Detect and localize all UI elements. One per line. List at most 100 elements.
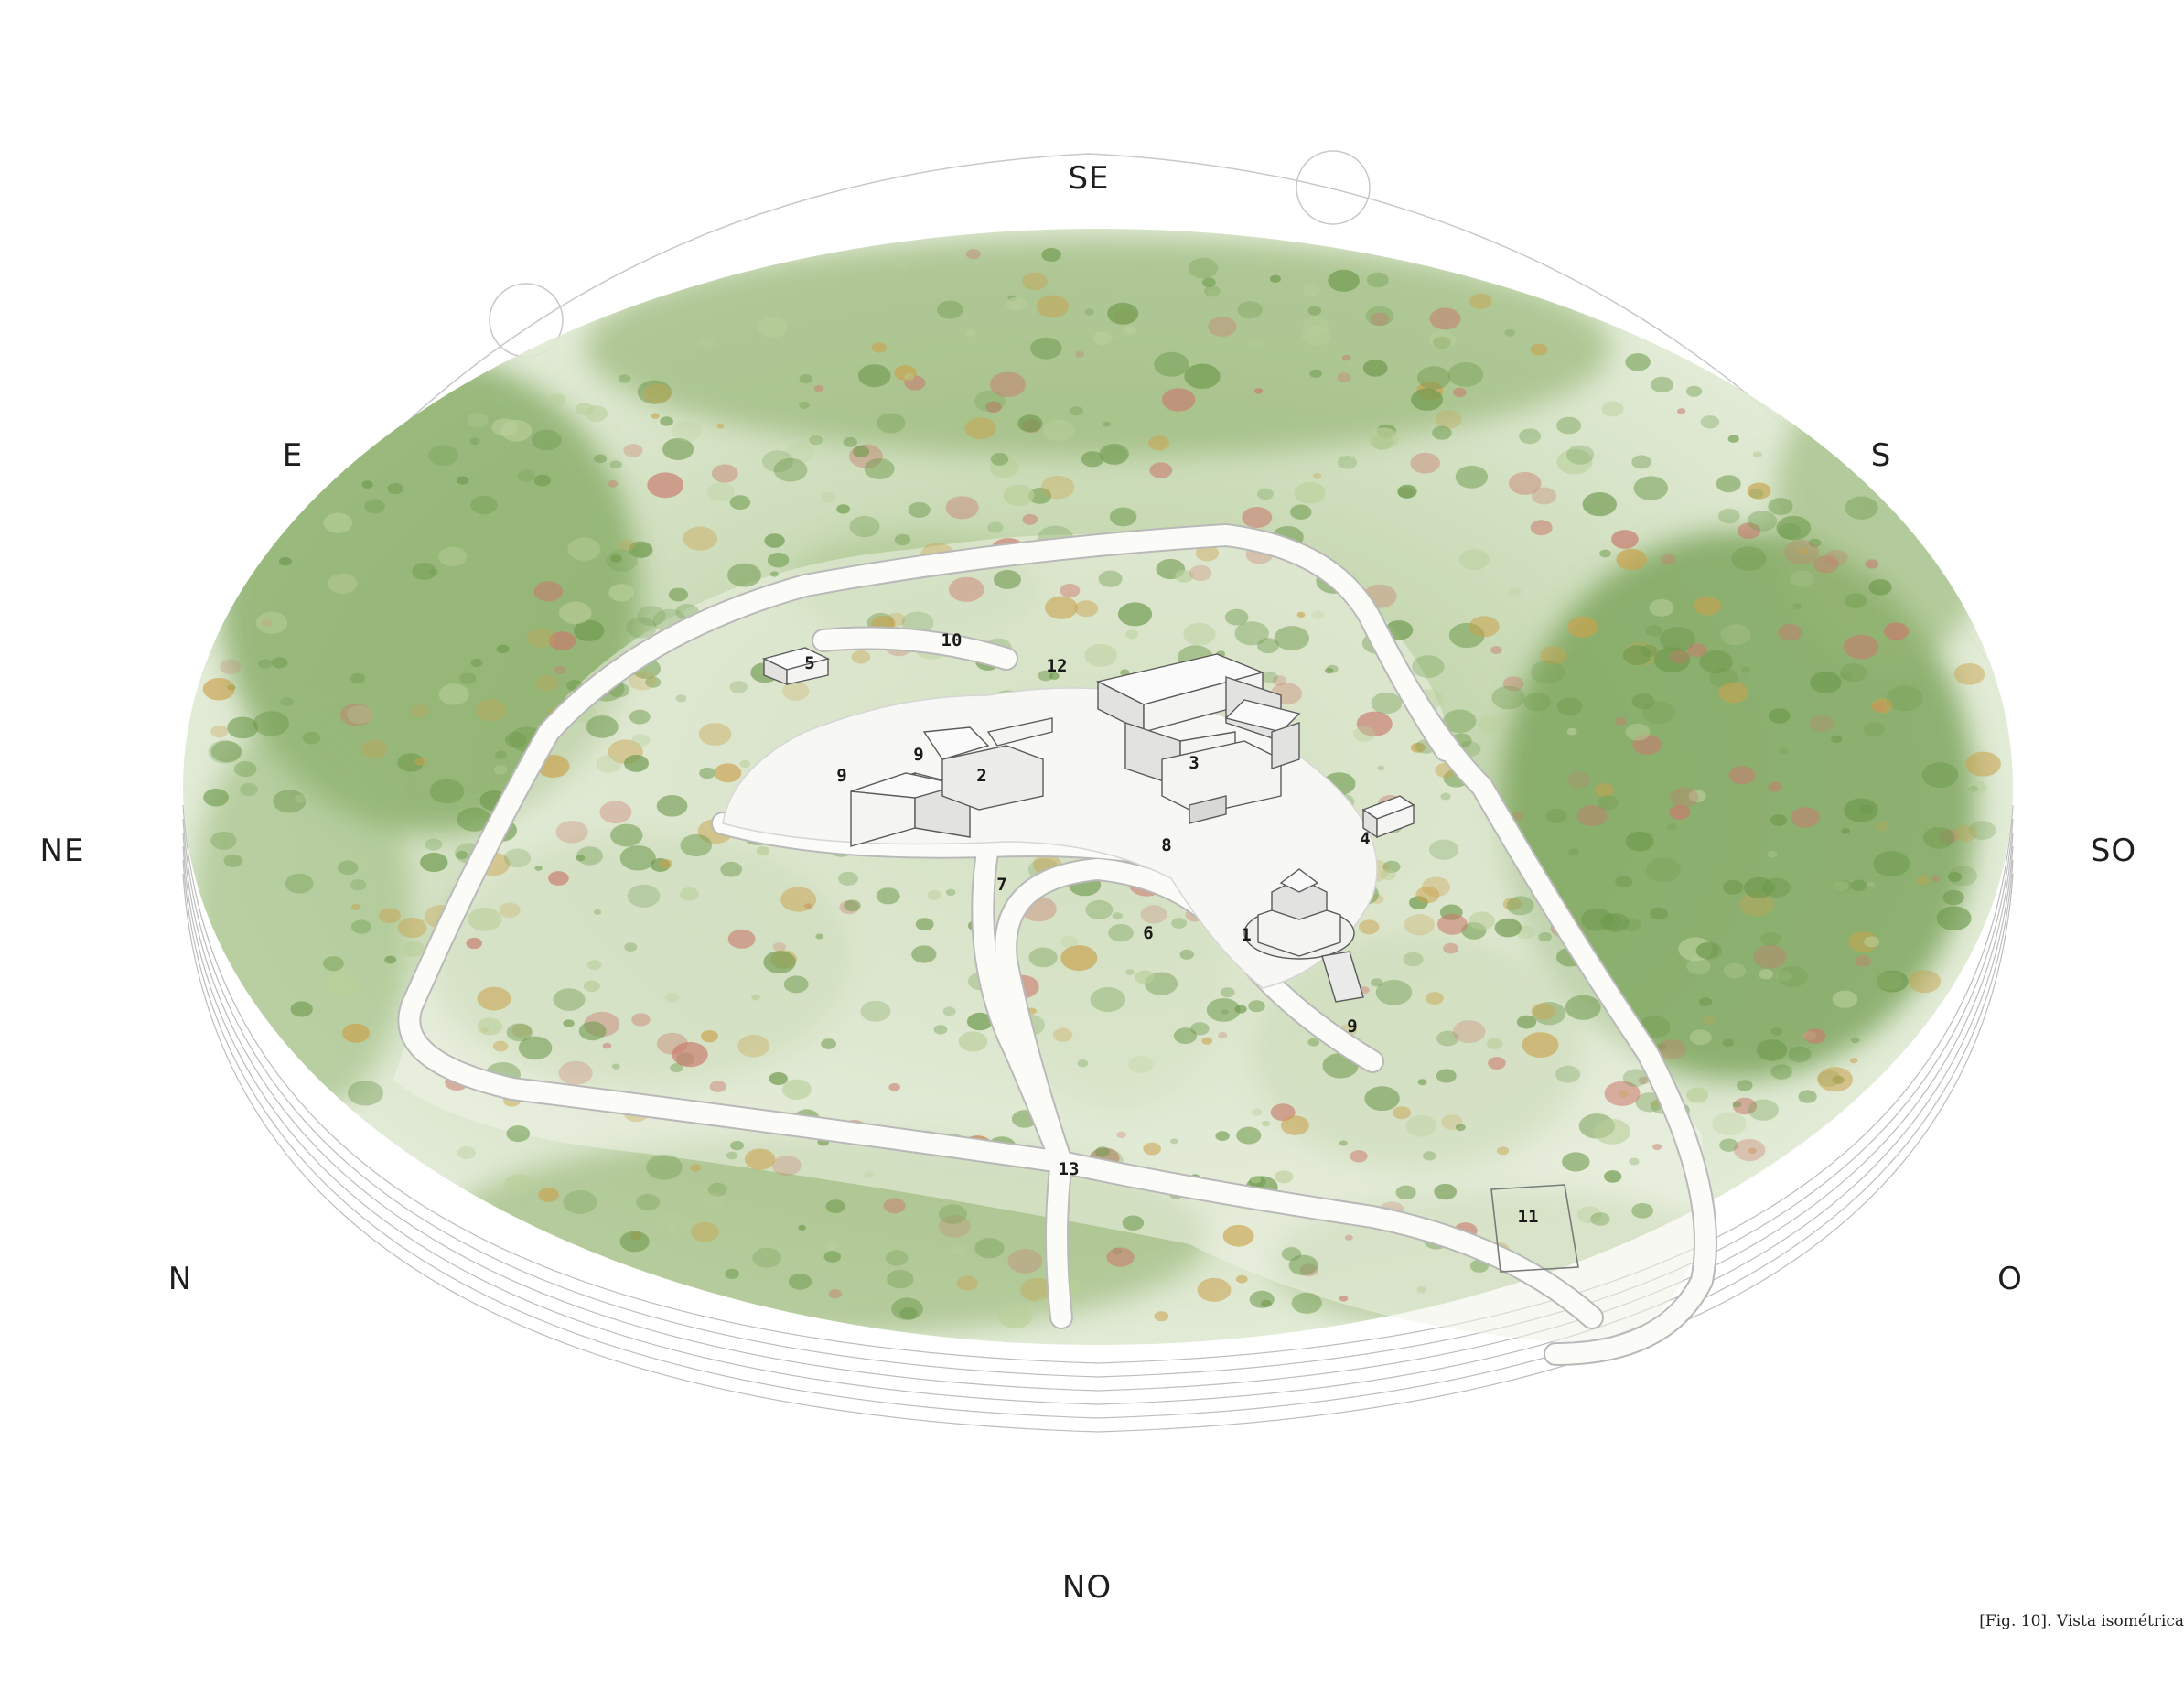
shrub: [608, 584, 635, 602]
shrub: [1436, 1030, 1459, 1047]
shrub: [1443, 942, 1458, 954]
shrub: [1770, 1027, 1783, 1036]
shrub: [1576, 1206, 1602, 1224]
shrub: [1275, 1170, 1294, 1184]
shrub: [769, 571, 779, 577]
shrub: [788, 1274, 812, 1290]
shrub: [887, 1269, 914, 1289]
shrub: [877, 413, 906, 434]
shrub: [1411, 388, 1443, 411]
shrub: [1840, 671, 1852, 680]
shrub: [255, 611, 288, 634]
disc-edge-lines: [182, 804, 2014, 1433]
shrub: [1716, 475, 1741, 493]
shrub: [1459, 549, 1490, 571]
shrub: [1555, 1065, 1581, 1083]
shrub: [885, 1250, 909, 1266]
shrub: [1432, 425, 1452, 440]
shrub: [273, 790, 307, 813]
shrub: [619, 374, 631, 383]
buildings: [761, 647, 1415, 1003]
shrub: [1469, 293, 1492, 309]
shrub: [467, 413, 489, 428]
shrub: [965, 329, 975, 337]
shrub: [518, 1036, 553, 1060]
shrub: [1833, 880, 1849, 892]
shrub: [1768, 498, 1793, 515]
shrub: [699, 767, 715, 779]
shrub: [1437, 913, 1468, 935]
shrub: [1222, 1224, 1254, 1247]
shrub: [937, 300, 963, 319]
shrub: [645, 676, 662, 688]
shrub: [751, 994, 760, 1001]
shrub: [1762, 877, 1791, 898]
shrub: [1184, 363, 1221, 389]
shrub: [576, 855, 586, 862]
shrub: [1712, 1112, 1747, 1136]
shrub: [379, 908, 401, 924]
shrub: [233, 761, 257, 778]
shrub: [1556, 449, 1593, 475]
shrub: [323, 512, 353, 533]
shrub: [1631, 693, 1655, 710]
shrub: [1148, 435, 1170, 451]
shrub: [1074, 600, 1099, 618]
shrub: [1328, 269, 1360, 292]
shrub: [752, 1247, 782, 1268]
shrub: [339, 703, 373, 726]
shrub: [548, 631, 576, 650]
shrub: [1747, 482, 1771, 500]
shrub: [784, 442, 815, 464]
shrub: [1849, 1058, 1858, 1064]
shrub: [1375, 979, 1413, 1005]
shrub: [894, 365, 917, 381]
shrub: [1313, 473, 1322, 479]
shrub: [1488, 1057, 1506, 1070]
shrub: [1491, 685, 1525, 710]
compass-e: E: [282, 437, 304, 474]
shrub: [1666, 822, 1678, 831]
shrub: [1777, 965, 1808, 987]
site-label-3: 3: [1189, 753, 1200, 773]
site-label-6: 6: [1143, 923, 1154, 943]
shrub: [1522, 1032, 1559, 1058]
shrub: [1576, 804, 1608, 827]
shrub: [629, 541, 653, 558]
shrub: [1593, 1118, 1630, 1145]
shrub: [1677, 408, 1686, 414]
shrub: [1790, 570, 1814, 587]
shrub: [1447, 362, 1484, 387]
shrub: [584, 405, 608, 422]
shrub: [1208, 289, 1218, 297]
shrub: [553, 988, 586, 1011]
shrub: [651, 413, 660, 419]
shrub: [1371, 978, 1383, 987]
shrub: [1017, 414, 1043, 433]
shrub: [1832, 990, 1858, 1009]
shrub: [680, 833, 713, 857]
building-1-church: [1243, 868, 1364, 1003]
shrub: [1365, 306, 1394, 327]
shrub: [668, 1222, 678, 1230]
shrub: [1629, 1157, 1640, 1166]
shrub: [1641, 701, 1675, 725]
shrub: [1688, 790, 1706, 802]
shrub: [1041, 247, 1061, 262]
shrub: [1883, 622, 1910, 640]
shrub: [1649, 598, 1674, 617]
shrub: [1486, 1038, 1503, 1049]
shrub: [1060, 583, 1081, 598]
shrub: [771, 1155, 802, 1177]
shrub: [1566, 727, 1577, 736]
shrub: [1099, 443, 1129, 465]
shrub: [646, 1155, 683, 1180]
shrub: [1502, 676, 1524, 692]
shrub: [1556, 697, 1583, 715]
shrub: [933, 1025, 948, 1035]
shrub: [563, 1190, 597, 1214]
shrub: [504, 732, 527, 747]
shrub: [1508, 471, 1542, 495]
shrub: [351, 919, 371, 934]
shrub: [1817, 1067, 1854, 1092]
